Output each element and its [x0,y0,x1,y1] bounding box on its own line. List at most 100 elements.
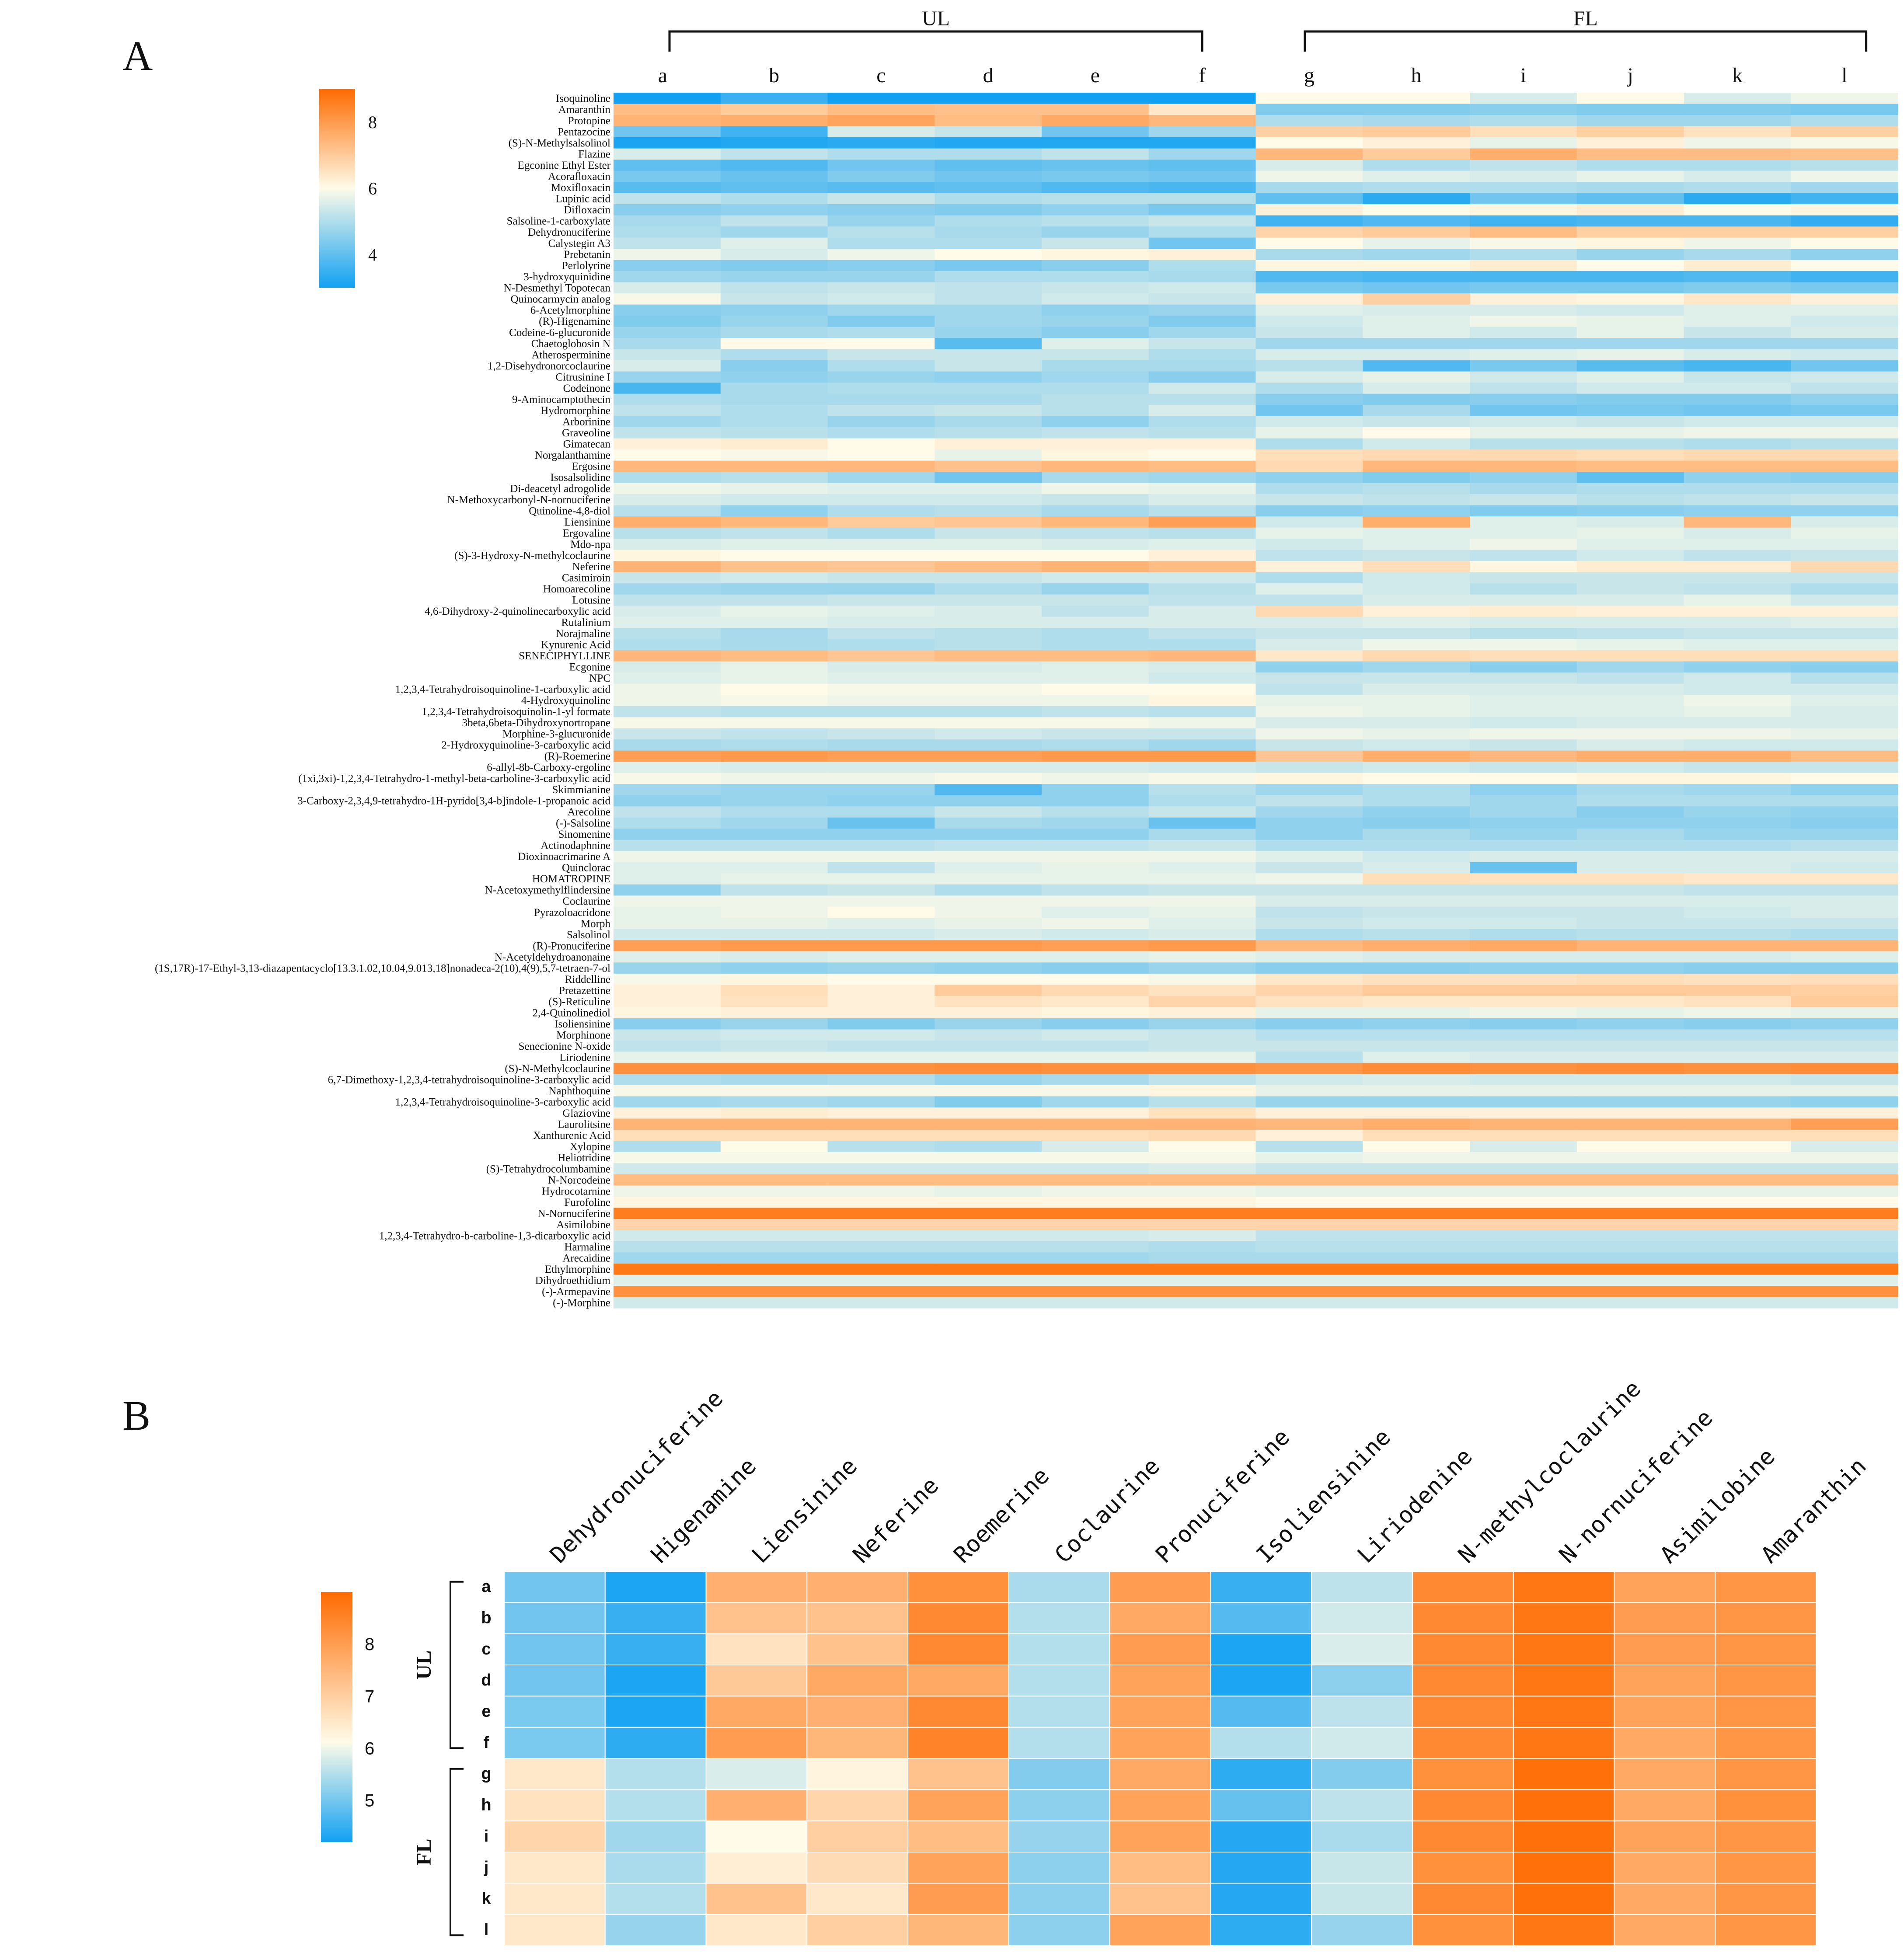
heatmap-a-cell [1363,1263,1470,1275]
heatmap-a-cell [935,237,1042,249]
heatmap-b-cell [1412,1758,1514,1790]
heatmap-a-cell [1363,472,1470,484]
heatmap-a-cell [614,706,721,717]
heatmap-a-cell [1255,628,1363,640]
heatmap-a-row-label: Salsoline-1-carboxylate [507,215,610,227]
heatmap-b-colorbar-tick: 5 [365,1791,374,1811]
heatmap-a-cell [935,304,1042,316]
heatmap-a-cell [1255,1085,1363,1097]
heatmap-a-cell [1042,393,1149,405]
heatmap-a-cell [1363,951,1470,963]
heatmap-a-row-label: Morph [581,918,611,930]
heatmap-b-cell [1210,1633,1312,1665]
heatmap-a-cell [1791,148,1898,160]
heatmap-b-cell [806,1633,909,1665]
heatmap-a-cell [827,851,935,863]
heatmap-a-row-label: Chaetoglobosin N [531,338,610,350]
heatmap-a-cell [1684,1152,1791,1164]
heatmap-a-cell [1791,784,1898,796]
heatmap-a-row-label: Furofoline [564,1197,610,1208]
heatmap-a-cell [614,271,721,283]
heatmap-a-cell [1791,204,1898,216]
heatmap-a-row-label: Glaziovine [562,1107,610,1119]
heatmap-a-cell [1684,829,1791,840]
heatmap-a-cell [827,650,935,662]
heatmap-a-cell [1470,1163,1577,1175]
heatmap-a-cell [827,1052,935,1063]
heatmap-b-cell [907,1664,1009,1697]
heatmap-a-row-label: Quinocarmycin analog [511,293,611,305]
heatmap-a-cell [1576,895,1684,907]
heatmap-a-row-label: Dihydroethidium [535,1274,611,1286]
heatmap-a-cell [1042,1052,1149,1063]
heatmap-a-cell [614,985,721,996]
heatmap-a-cell [720,1096,828,1108]
heatmap-a-row-label: 1,2,3,4-Tetrahydroisoquinoline-1-carboxy… [395,684,610,696]
heatmap-a-cell [1255,1018,1363,1030]
heatmap-a-cell [614,829,721,840]
heatmap-a-cell [1363,1208,1470,1219]
heatmap-a-cell [827,750,935,762]
heatmap-a-cell [1684,951,1791,963]
heatmap-a-cell [1255,561,1363,573]
heatmap-a-cell [1470,728,1577,740]
heatmap-a-cell [1148,160,1256,171]
heatmap-a-cell [1042,483,1149,494]
heatmap-a-cell [1042,851,1149,863]
heatmap-a-cell [935,561,1042,573]
heatmap-a-cell [935,940,1042,952]
heatmap-a-cell [1470,951,1577,963]
heatmap-a-row-label: (-)-Armepavine [542,1286,610,1298]
heatmap-a-row-label: Pretazettine [559,985,610,996]
heatmap-a-cell [1684,650,1791,662]
heatmap-a-cell [1042,1230,1149,1242]
heatmap-a-cell [720,1252,828,1264]
heatmap-a-cell [1684,360,1791,372]
heatmap-a-cell [1042,628,1149,640]
heatmap-a-cell [720,884,828,896]
heatmap-a-cell [1255,1196,1363,1208]
heatmap-a-colorbar-tick: 8 [368,112,377,132]
heatmap-a-cell [1470,762,1577,773]
heatmap-a-row-label: Asimilobine [556,1219,610,1231]
heatmap-a-cell [1791,505,1898,517]
heatmap-a-cell [827,1297,935,1309]
heatmap-a-cell [1363,237,1470,249]
heatmap-a-cell [1042,1096,1149,1108]
heatmap-a-row-label: Atherosperminine [531,349,610,361]
heatmap-b-cell [504,1883,606,1915]
heatmap-a-cell [1363,661,1470,673]
heatmap-a-cell [720,416,828,428]
heatmap-b-cell [504,1571,606,1603]
heatmap-a-cell [1255,1141,1363,1153]
heatmap-a-cell [1791,606,1898,617]
heatmap-a-row-label: (-)-Morphine [553,1297,610,1309]
heatmap-a-row-label: (S)-Tetrahydrocolumbamine [486,1163,610,1175]
heatmap-a-cell [1470,929,1577,940]
heatmap-b-cell [1715,1820,1817,1853]
heatmap-a-cell [827,282,935,294]
heatmap-a-cell [827,104,935,115]
heatmap-a-cell [1576,115,1684,127]
heatmap-a-cell [614,360,721,372]
heatmap-a-cell [1791,226,1898,238]
heatmap-b-cell [1715,1696,1817,1728]
heatmap-a-cell [1255,728,1363,740]
heatmap-a-cell [1791,360,1898,372]
heatmap-a-cell [1684,695,1791,707]
heatmap-a-cell [935,137,1042,149]
heatmap-a-cell [1148,639,1256,651]
heatmap-a-cell [1148,985,1256,996]
heatmap-a-cell [1363,873,1470,885]
heatmap-a-cell [1363,628,1470,640]
heatmap-a-cell [720,271,828,283]
heatmap-a-cell [720,1174,828,1186]
heatmap-a-cell [1363,1052,1470,1063]
heatmap-a-cell [827,160,935,171]
heatmap-b-cell [504,1789,606,1821]
heatmap-a-cell [1363,1074,1470,1086]
heatmap-a-cell [1255,1052,1363,1063]
heatmap-b-cell [1715,1758,1817,1790]
heatmap-a-cell [1042,1219,1149,1231]
heatmap-b-cell [1311,1602,1413,1634]
